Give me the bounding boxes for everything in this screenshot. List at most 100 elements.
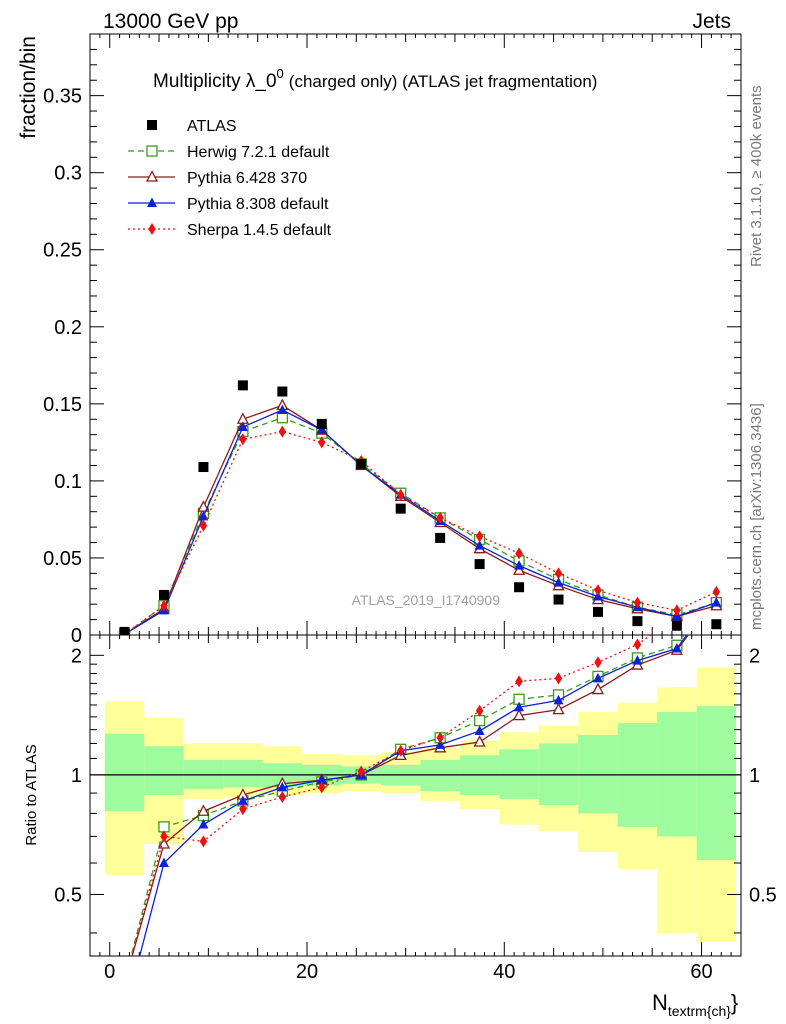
ratio-marker [553, 694, 564, 705]
ratio-marker [554, 672, 563, 685]
x-tick-label: 0 [104, 961, 115, 983]
series-marker [396, 488, 405, 501]
y-tick-label: 0.1 [54, 471, 82, 493]
data-point [395, 503, 406, 514]
ratio-marker [316, 774, 327, 785]
legend-marker [147, 120, 157, 130]
data-point [198, 462, 209, 473]
series-marker [711, 597, 722, 607]
ratio-marker [120, 1009, 130, 1019]
data-point [316, 418, 327, 429]
analysis-reference: ATLAS_2019_I1740909 [352, 592, 501, 608]
data-point [671, 620, 682, 631]
band-inner-bin [499, 749, 539, 799]
ratio-marker [237, 795, 248, 805]
data-point [592, 606, 603, 617]
ratio-tick-label-right: 2 [749, 645, 760, 667]
series-marker [276, 412, 288, 424]
band-inner-bin [578, 735, 618, 814]
legend-label: Pythia 6.428 370 [187, 170, 307, 187]
series-marker [594, 584, 602, 597]
data-point [514, 582, 525, 593]
data-point [711, 619, 722, 630]
ratio-marker [713, 553, 721, 565]
y-tick-label: 0.35 [43, 86, 82, 108]
x-tick-label: 20 [296, 961, 318, 983]
ratio-marker [198, 819, 209, 829]
ratio-marker [357, 765, 365, 778]
ratio-marker [197, 804, 210, 816]
ratio-marker [160, 830, 168, 843]
chart-title-superscript: 0 [277, 66, 284, 81]
y-tick-label: 0.05 [43, 548, 82, 570]
series-marker [553, 577, 564, 587]
x-tick-label: 40 [493, 961, 515, 983]
band-inner-bin [696, 706, 737, 861]
ratio-marker [121, 977, 128, 989]
ratio-marker [120, 977, 130, 987]
ratio-marker [436, 731, 444, 744]
data-point [158, 589, 169, 600]
atlas-data-points [119, 380, 722, 635]
chart-title-main: Multiplicity λ_0 [153, 71, 277, 92]
ratio-marker [515, 675, 523, 688]
series-marker [278, 425, 287, 438]
ratio-marker [592, 672, 603, 683]
series-line [124, 409, 717, 635]
legend-label: ATLAS [187, 118, 237, 135]
ratio-marker [435, 739, 446, 749]
series-marker [514, 560, 525, 570]
legend-marker [145, 170, 159, 182]
series-marker [316, 424, 327, 435]
axis-ticks [90, 33, 742, 956]
series-marker [712, 585, 721, 598]
y-tick-label: 0.25 [43, 240, 82, 262]
ratio-tick-label: 1 [71, 765, 82, 787]
legend-label: Herwig 7.2.1 default [187, 144, 330, 161]
y-tick-label: 0.3 [54, 163, 82, 185]
ratio-marker [277, 781, 288, 792]
mcplots-text: mcplots.cern.ch [arXiv:1306.3436] [748, 403, 765, 630]
band-inner-bin [223, 760, 263, 788]
rivet-version-text: Rivet 3.1.10, ≥ 400k events [748, 85, 765, 267]
series-marker [475, 530, 484, 543]
ratio-tick-label: 0.5 [54, 884, 82, 906]
data-point [356, 458, 367, 469]
ratio-marker [473, 714, 486, 727]
ratio-tick-label-right: 1 [749, 765, 760, 787]
ratio-line [130, 635, 686, 956]
ratio-series-group [90, 553, 741, 1019]
y-tick-label: 0.15 [43, 394, 82, 416]
series-marker [436, 511, 444, 524]
ratio-marker [671, 643, 682, 653]
y-tick-label: 0 [71, 625, 82, 647]
series-line [124, 430, 717, 635]
ratio-line [131, 635, 653, 956]
data-point [435, 532, 446, 543]
data-point [119, 626, 130, 635]
band-inner-bin [144, 746, 184, 795]
ratio-marker [318, 781, 326, 794]
ratio-marker [475, 704, 484, 717]
band-inner-bin [657, 711, 697, 837]
ratio-marker [512, 708, 526, 721]
series-marker [160, 599, 168, 612]
ratio-marker [158, 821, 170, 833]
ratio-marker [473, 735, 486, 747]
ratio-tick-label: 2 [71, 645, 82, 667]
series-marker [277, 404, 288, 415]
ratio-marker [120, 978, 130, 988]
chart-title-rest: (charged only) (ATLAS jet fragmentation) [289, 72, 598, 91]
x-axis-label-sub: textrm{ch} [668, 1003, 731, 1019]
legend-marker [148, 223, 156, 235]
legend: ATLAS Herwig 7.2.1 default Pythia 6.428 37… [128, 118, 332, 239]
series-marker [198, 510, 209, 521]
ratio-line [131, 635, 690, 956]
chart-title: Multiplicity λ_00 (charged only) (ATLAS j… [153, 66, 597, 92]
header-left-text: 13000 GeV pp [103, 10, 238, 33]
header-right-text: Jets [692, 10, 731, 33]
ratio-y-axis-label: Ratio to ATLAS [23, 744, 40, 845]
series-marker [515, 547, 523, 560]
legend-marker [147, 197, 157, 207]
